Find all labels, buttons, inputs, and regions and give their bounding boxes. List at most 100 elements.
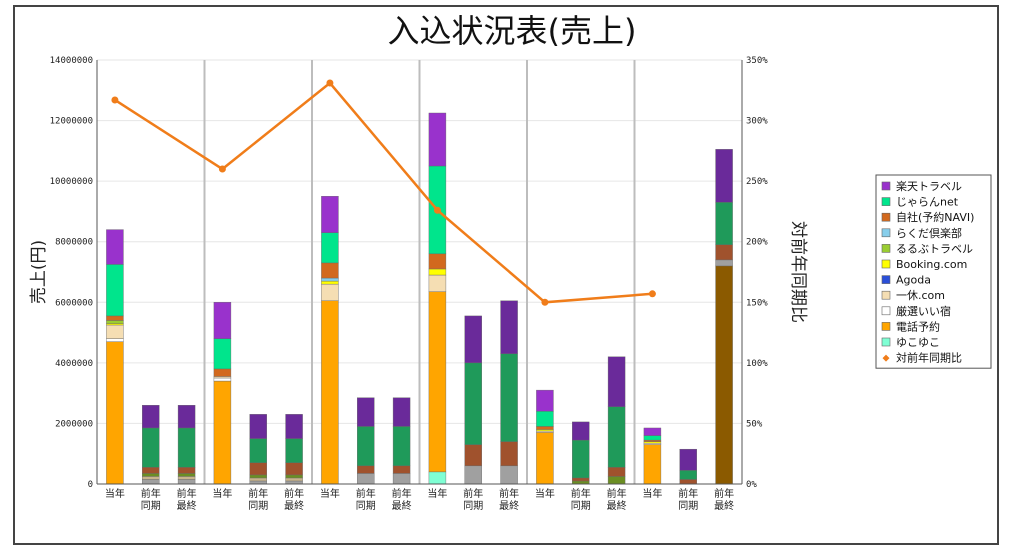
bar-segment [715,202,733,245]
x-tick-label: 前年 [499,487,519,500]
ratio-point [111,96,119,104]
legend-label: ゆこゆこ [896,336,940,349]
bar-segment [536,430,554,433]
y-tick-label: 0 [88,480,93,490]
legend-label: Agoda [896,274,931,287]
bar-segment [249,474,267,479]
x-tick-label: 当年 [105,487,125,500]
legend-swatch [881,212,891,222]
bar-segment [500,441,518,467]
x-tick-label: 同期 [248,500,268,512]
bar-segment [536,432,554,485]
bar-segment [213,368,232,377]
x-tick-label: 前年 [607,487,627,500]
bar-segment [142,473,160,477]
ratio-line [111,79,656,306]
bar-segment [142,476,160,480]
x-tick-label: 前年 [141,487,161,500]
bar-segment [213,338,232,370]
legend-label: 厳選いい宿 [896,304,951,318]
bar-segment [643,435,662,441]
bar-segment [464,465,482,485]
bar-segment [106,315,124,321]
bar-segment [249,438,267,464]
bar-segment [715,265,733,485]
bar-segment [321,280,339,285]
legend-swatch [881,228,891,238]
bar-segment [392,397,411,427]
x-tick-label: 最終 [607,499,627,512]
y-tick-label: 12000000 [50,117,93,127]
bar-segment [357,426,375,467]
legend-swatch [881,181,891,191]
bar-segment [321,232,339,264]
bar-segment [643,439,662,442]
legend-swatch [881,322,891,331]
ratio-point [648,290,656,298]
bar-segment [607,356,626,407]
bar-segment [106,229,124,265]
bar-segment [643,441,662,444]
bar-segment [464,444,482,467]
bar-segment [715,149,733,203]
bar-segment [428,471,447,485]
bar-segment [142,467,160,474]
bar-segment [177,479,196,485]
bar-segment [500,353,518,442]
ratio-point [433,206,441,214]
x-tick-label: 前年 [678,487,698,500]
bar-segment [321,277,339,282]
bar-segment [106,320,124,324]
x-tick-label: 最終 [284,499,304,512]
chart-title: 入込状況表(売上) [388,12,637,50]
bar-segment [177,473,196,477]
y-tick-label: 14000000 [50,56,93,66]
bar-segment [106,264,124,317]
y2-tick-label: 50% [746,419,763,429]
bar-segment [285,474,303,479]
y-tick-label: 6000000 [55,298,93,308]
bar-segment [643,427,662,436]
legend-label: 対前年同期比 [896,351,962,365]
bar-segment [392,473,411,485]
bar-segment [106,324,124,339]
legend-label: 自社(予約NAVI) [896,210,974,224]
bar-segment [321,300,339,485]
x-tick-label: 同期 [141,500,161,512]
x-tick-label: 前年 [177,487,197,500]
bar-segment [285,414,303,439]
bar-segment [177,405,196,429]
legend-label: 楽天トラベル [896,180,962,193]
bar-segment [500,465,518,485]
bar-segment [428,291,447,473]
bar-segment [177,467,196,474]
y2-tick-label: 300% [746,117,768,127]
bar-segment [536,429,554,432]
y-axis-title: 売上(円) [29,240,49,304]
bar-segment [321,196,339,233]
bar-segment [249,414,267,439]
x-tick-label: 当年 [642,487,662,500]
y2-axis-title: 対前年同期比 [788,221,808,323]
x-tick-label: 前年 [356,487,376,500]
bar-segment [106,323,124,326]
legend-swatch [881,337,891,347]
legend-swatch [881,290,891,300]
bar-segment [715,244,733,261]
x-tick-label: 最終 [177,499,197,512]
ratio-point [218,165,226,173]
bar-segment [643,442,662,445]
bar-segment [213,377,232,382]
bar-segment [715,259,733,267]
ratio-line-path [114,81,653,304]
y2-tick-label: 150% [746,298,768,308]
y-tick-label: 4000000 [55,359,93,369]
bar-segment [357,473,375,485]
bar-segment [428,274,447,292]
bar-segment [572,439,590,479]
ratio-point [541,298,549,306]
x-tick-label: 前年 [463,487,483,500]
legend-swatch [881,275,891,284]
x-tick-label: 当年 [212,487,232,500]
